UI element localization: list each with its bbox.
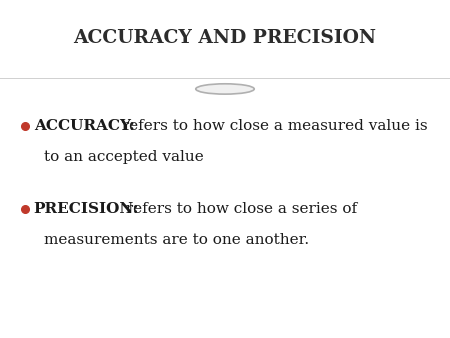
Text: to an accepted value: to an accepted value [44, 150, 204, 164]
Text: refers to how close a series of: refers to how close a series of [116, 202, 357, 216]
Text: measurements are to one another.: measurements are to one another. [44, 233, 309, 247]
Text: refers to how close a measured value is: refers to how close a measured value is [112, 119, 428, 133]
Text: ACCURACY AND PRECISION: ACCURACY AND PRECISION [73, 29, 377, 47]
Text: PRECISION:: PRECISION: [34, 202, 139, 216]
Circle shape [196, 84, 254, 94]
Text: ACCURACY:: ACCURACY: [34, 119, 135, 133]
